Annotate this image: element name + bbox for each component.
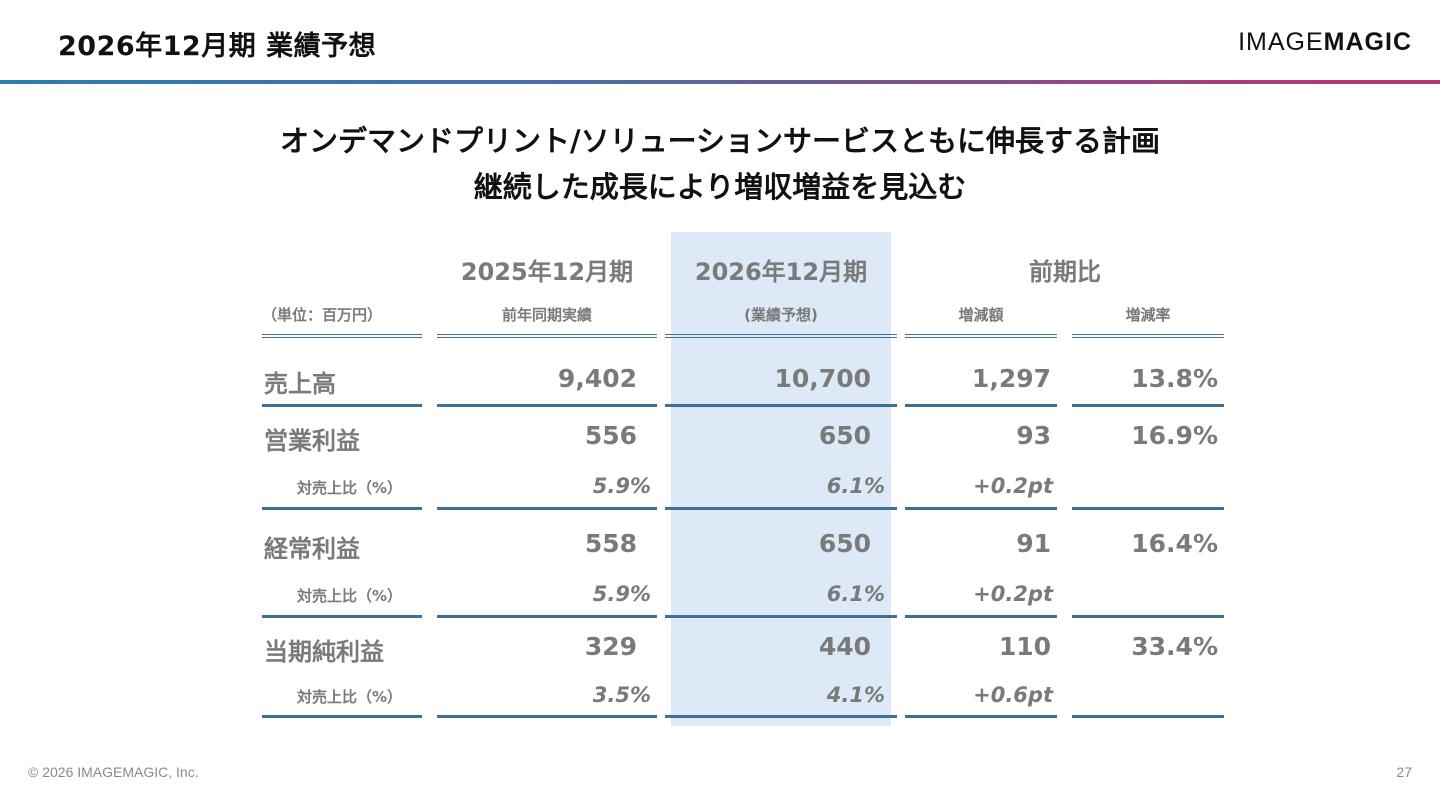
column-header-yoy: 前期比 [1029, 258, 1101, 286]
row-rule [665, 615, 897, 618]
sales-rate: 13.8% [1131, 364, 1218, 393]
row-rule [437, 507, 657, 510]
column-header-2026: 2026年12月期 [694, 258, 868, 286]
operating-margin-prev: 5.9% [592, 474, 651, 498]
row-rule [262, 615, 422, 618]
row-label-operating-profit: 営業利益 [264, 427, 360, 455]
header-rule [905, 334, 1057, 338]
unit-label: （単位：百万円） [262, 306, 383, 324]
row-rule [905, 404, 1057, 407]
net-income-prev: 329 [584, 632, 637, 661]
row-rule [437, 404, 657, 407]
net-margin-prev: 3.5% [592, 683, 651, 707]
header-rule [665, 334, 897, 338]
forecast-column-highlight [671, 232, 891, 726]
row-label-ordinary-profit: 経常利益 [264, 535, 360, 563]
row-rule [665, 404, 897, 407]
operating-profit-prev: 556 [584, 421, 637, 450]
operating-margin-diff: +0.2pt [973, 474, 1053, 498]
subheader-diff: 増減額 [958, 306, 1004, 324]
row-rule [437, 615, 657, 618]
net-margin-forecast: 4.1% [826, 683, 885, 707]
logo-text-magic: MAGIC [1323, 28, 1412, 56]
row-rule [1072, 507, 1224, 510]
header-rule [437, 334, 657, 338]
column-header-2025: 2025年12月期 [460, 258, 634, 286]
operating-margin-forecast: 6.1% [826, 474, 885, 498]
row-rule [905, 615, 1057, 618]
headline-line2: 継続した成長により増収増益を見込む [473, 170, 967, 204]
row-rule [1072, 404, 1224, 407]
row-rule [262, 404, 422, 407]
copyright: © 2026 IMAGEMAGIC, Inc. [28, 764, 199, 780]
header-rule [262, 334, 422, 338]
header-rule [1072, 334, 1224, 338]
row-rule [262, 715, 422, 718]
subheader-prev-actual: 前年同期実績 [501, 306, 592, 324]
company-logo: IMAGEMAGIC [1238, 28, 1412, 57]
subheader-forecast: (業績予想) [744, 306, 818, 324]
ordinary-profit-diff: 91 [1016, 529, 1051, 558]
row-rule [437, 715, 657, 718]
page-title: 2026年12月期 業績予想 [58, 31, 377, 62]
row-rule [1072, 615, 1224, 618]
row-rule [1072, 715, 1224, 718]
net-income-forecast: 440 [818, 632, 871, 661]
row-rule [665, 507, 897, 510]
page-number: 27 [1396, 764, 1412, 780]
operating-profit-diff: 93 [1016, 421, 1051, 450]
logo-text-image: IMAGE [1238, 28, 1324, 56]
ordinary-profit-rate: 16.4% [1131, 529, 1218, 558]
ordinary-profit-prev: 558 [584, 529, 637, 558]
operating-margin-label: 対売上比（%） [297, 479, 403, 497]
row-rule [905, 507, 1057, 510]
operating-profit-forecast: 650 [818, 421, 871, 450]
net-income-diff: 110 [998, 632, 1051, 661]
row-label-net-income: 当期純利益 [264, 638, 384, 666]
operating-profit-rate: 16.9% [1131, 421, 1218, 450]
ordinary-margin-diff: +0.2pt [973, 582, 1053, 606]
ordinary-profit-forecast: 650 [818, 529, 871, 558]
net-income-rate: 33.4% [1131, 632, 1218, 661]
header-divider [0, 80, 1440, 84]
row-rule [262, 507, 422, 510]
subheader-rate: 増減率 [1125, 306, 1171, 324]
sales-diff: 1,297 [971, 364, 1051, 393]
row-label-sales: 売上高 [264, 370, 336, 398]
headline-line1: オンデマンドプリント/ソリューションサービスともに伸長する計画 [279, 124, 1160, 158]
sales-forecast: 10,700 [774, 364, 871, 393]
row-rule [665, 715, 897, 718]
sales-prev: 9,402 [557, 364, 637, 393]
net-margin-diff: +0.6pt [973, 683, 1053, 707]
net-margin-label: 対売上比（%） [297, 688, 403, 706]
ordinary-margin-prev: 5.9% [592, 582, 651, 606]
ordinary-margin-forecast: 6.1% [826, 582, 885, 606]
row-rule [905, 715, 1057, 718]
ordinary-margin-label: 対売上比（%） [297, 587, 403, 605]
